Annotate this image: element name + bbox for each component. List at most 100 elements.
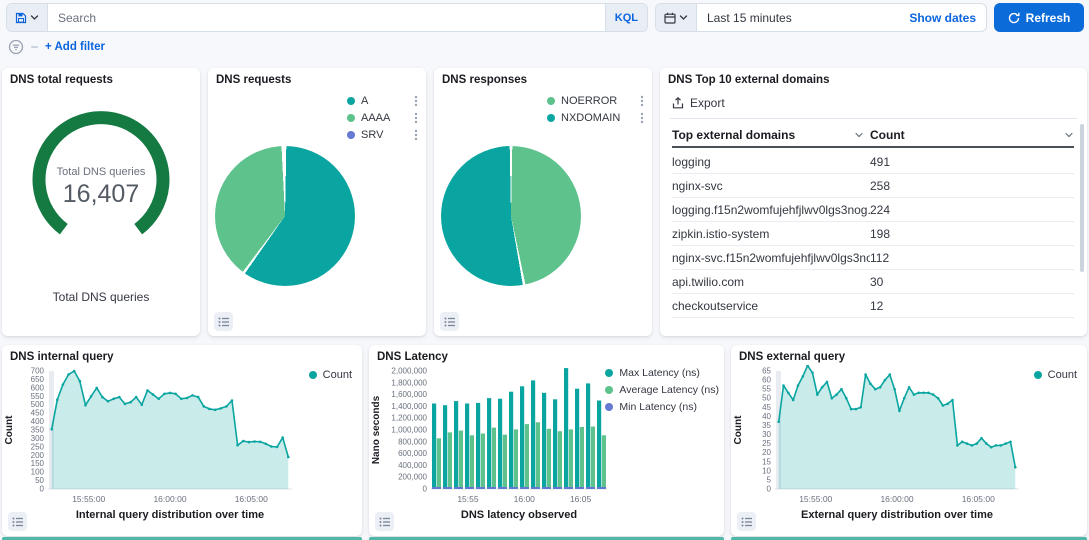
export-label: Export <box>690 96 725 110</box>
chevron-down-icon <box>30 13 39 22</box>
count-cell: 258 <box>870 179 1074 193</box>
legend-toggle-button[interactable] <box>375 512 394 531</box>
svg-text:600: 600 <box>31 383 45 392</box>
legend-toggle-button[interactable] <box>8 512 27 531</box>
svg-text:16:05:00: 16:05:00 <box>235 494 268 504</box>
requests-pie-chart[interactable] <box>215 146 355 286</box>
legend-dot <box>347 97 355 105</box>
search-input[interactable] <box>48 4 605 31</box>
svg-text:1,600,000: 1,600,000 <box>391 390 427 399</box>
internal-query-chart[interactable]: 0501001502002503003504004505005506006507… <box>2 365 362 515</box>
divider <box>670 118 1077 119</box>
kql-button[interactable]: KQL <box>605 4 647 31</box>
svg-text:600,000: 600,000 <box>398 449 427 458</box>
legend-actions-icon[interactable] <box>413 129 419 141</box>
filter-bar: + Add filter <box>8 38 105 56</box>
domain-cell: logging.f15n2womfujehfjlwv0lgs3nog.... <box>672 203 870 217</box>
svg-text:450: 450 <box>31 409 45 418</box>
requests-pie-legend: A AAAA SRV <box>347 94 419 141</box>
table-row[interactable]: zipkin.istio-system198 <box>672 222 1074 246</box>
svg-text:1,200,000: 1,200,000 <box>391 414 427 423</box>
external-query-chart[interactable]: 0510152025303540455055606515:55:0016:00:… <box>731 365 1087 515</box>
legend-toggle-button[interactable] <box>440 312 459 331</box>
svg-text:550: 550 <box>31 392 45 401</box>
svg-text:100: 100 <box>31 468 45 477</box>
table-row[interactable]: nginx-svc258 <box>672 174 1074 198</box>
panel-dns-external-query: DNS external query Count 051015202530354… <box>731 345 1087 536</box>
panel-title: DNS internal query <box>10 351 114 363</box>
panel-title: DNS Latency <box>377 351 448 363</box>
list-icon <box>444 316 456 328</box>
table-row[interactable]: nginx-svc.f15n2womfujehfjlwv0lgs3no...11… <box>672 246 1074 270</box>
legend-item[interactable]: NOERROR <box>547 94 645 107</box>
add-filter-link[interactable]: + Add filter <box>45 41 105 53</box>
legend-dot <box>347 131 355 139</box>
table-row[interactable]: api.twilio.com30 <box>672 270 1074 294</box>
save-icon <box>15 12 27 24</box>
chevron-down-icon <box>854 130 864 140</box>
table-row[interactable]: logging.f15n2womfujehfjlwv0lgs3nog....22… <box>672 198 1074 222</box>
panel-title: DNS Top 10 external domains <box>668 74 829 86</box>
svg-text:16:00: 16:00 <box>514 494 536 504</box>
legend-item[interactable]: NXDOMAIN <box>547 111 645 124</box>
table-header: Top external domains Count <box>672 124 1074 148</box>
gauge-label: Total DNS queries <box>2 166 200 178</box>
svg-text:300: 300 <box>31 434 45 443</box>
legend-label: AAAA <box>361 112 407 124</box>
legend-item[interactable]: AAAA <box>347 111 419 124</box>
svg-text:40: 40 <box>762 412 771 421</box>
legend-item[interactable]: SRV <box>347 128 419 141</box>
responses-pie-chart[interactable] <box>441 146 581 286</box>
refresh-icon <box>1008 12 1020 24</box>
legend-toggle-button[interactable] <box>737 512 756 531</box>
panel-dns-total-requests: DNS total requests Total DNS queries 16,… <box>2 68 200 336</box>
legend-actions-icon[interactable] <box>639 95 645 107</box>
date-quick-menu-button[interactable] <box>656 4 697 31</box>
legend-toggle-button[interactable] <box>214 312 233 331</box>
filter-icon[interactable] <box>8 39 24 55</box>
legend-label: SRV <box>361 129 407 141</box>
export-icon <box>672 97 684 109</box>
legend-actions-icon[interactable] <box>413 112 419 124</box>
domain-cell: logging <box>672 155 870 169</box>
calendar-icon <box>664 12 676 24</box>
legend-dot <box>347 114 355 122</box>
svg-text:Count: Count <box>733 415 744 445</box>
column-header-domains[interactable]: Top external domains <box>672 124 870 146</box>
panel-title: DNS responses <box>442 74 527 86</box>
export-button[interactable]: Export <box>672 96 725 110</box>
domain-cell: nginx-svc.f15n2womfujehfjlwv0lgs3no... <box>672 251 870 265</box>
table-row[interactable]: checkoutservice12 <box>672 294 1074 318</box>
table-scrollbar[interactable] <box>1080 124 1084 272</box>
svg-text:0: 0 <box>423 485 428 494</box>
saved-query-menu-button[interactable] <box>7 4 48 31</box>
svg-text:60: 60 <box>762 376 771 385</box>
table-row[interactable]: logging491 <box>672 150 1074 174</box>
legend-actions-icon[interactable] <box>639 112 645 124</box>
show-dates-link[interactable]: Show dates <box>909 4 986 31</box>
refresh-button[interactable]: Refresh <box>994 3 1084 32</box>
svg-text:Count: Count <box>4 415 15 445</box>
legend-item[interactable]: A <box>347 94 419 107</box>
column-label: Count <box>870 128 905 142</box>
search-bar: KQL <box>6 3 648 32</box>
time-range-value[interactable]: Last 15 minutes <box>697 4 909 31</box>
svg-text:1,400,000: 1,400,000 <box>391 402 427 411</box>
legend-label: NXDOMAIN <box>561 112 633 124</box>
svg-text:400: 400 <box>31 417 45 426</box>
latency-chart[interactable]: 0200,000400,000600,000800,0001,000,0001,… <box>369 365 724 515</box>
legend-actions-icon[interactable] <box>413 95 419 107</box>
svg-text:30: 30 <box>762 430 771 439</box>
gauge-bottom-label: Total DNS queries <box>2 290 200 304</box>
column-header-count[interactable]: Count <box>870 124 1074 146</box>
svg-text:150: 150 <box>31 459 45 468</box>
svg-text:200: 200 <box>31 451 45 460</box>
svg-text:55: 55 <box>762 385 771 394</box>
panel-title: DNS external query <box>739 351 845 363</box>
svg-text:0: 0 <box>40 485 45 494</box>
svg-text:15:55: 15:55 <box>457 494 479 504</box>
count-cell: 30 <box>870 275 1074 289</box>
filter-divider <box>31 46 38 48</box>
count-cell: 224 <box>870 203 1074 217</box>
svg-text:25: 25 <box>762 439 771 448</box>
